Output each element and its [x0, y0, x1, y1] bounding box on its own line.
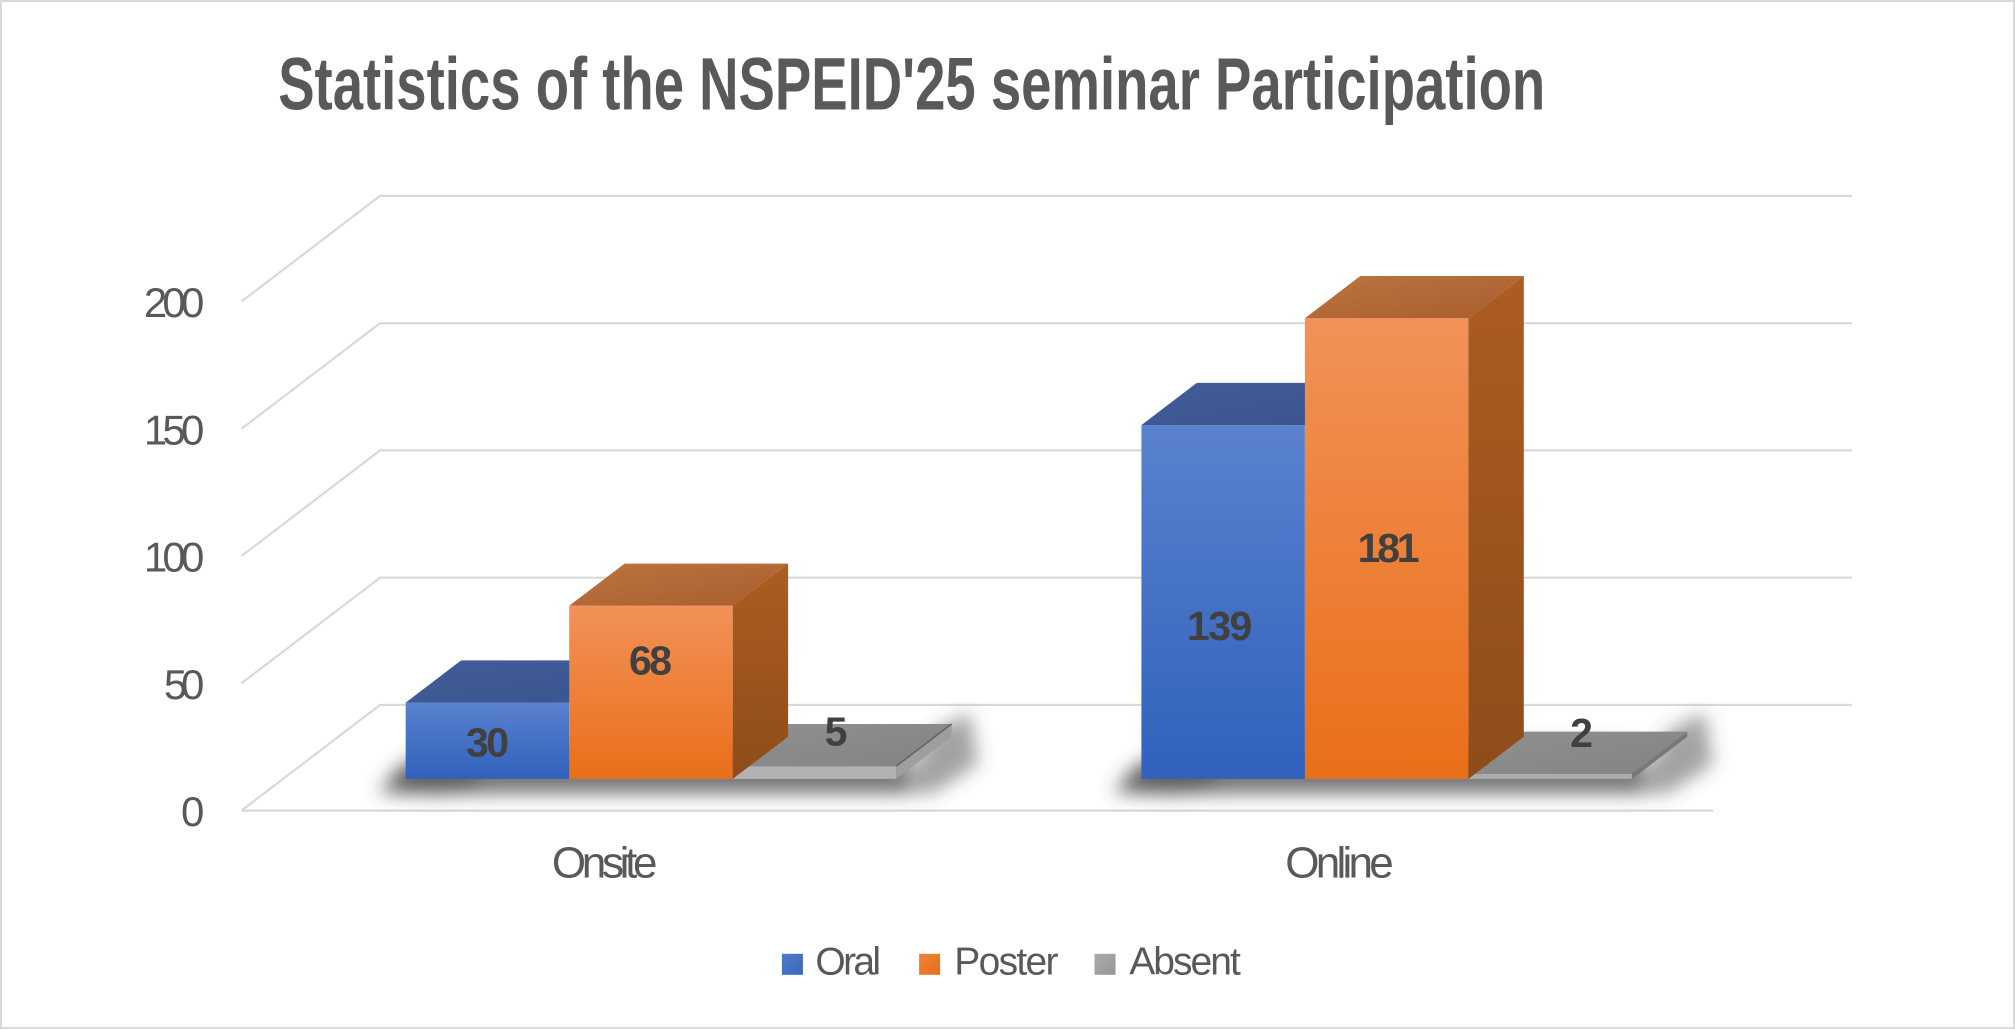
svg-text:Statistics of the NSPEID'25 se: Statistics of the NSPEID'25 seminar Part… — [278, 43, 1545, 126]
svg-text:2: 2 — [1570, 710, 1593, 756]
svg-text:50: 50 — [164, 661, 204, 708]
svg-text:200: 200 — [144, 279, 204, 326]
svg-text:68: 68 — [629, 638, 672, 684]
svg-text:0: 0 — [181, 788, 204, 835]
svg-text:Onsite: Onsite — [552, 839, 658, 888]
svg-text:150: 150 — [144, 406, 204, 453]
svg-text:100: 100 — [144, 534, 204, 581]
svg-text:Poster: Poster — [954, 941, 1058, 984]
svg-text:Absent: Absent — [1129, 941, 1241, 984]
svg-text:181: 181 — [1358, 525, 1420, 571]
svg-text:139: 139 — [1187, 603, 1253, 649]
svg-text:5: 5 — [825, 708, 848, 754]
svg-text:30: 30 — [466, 719, 509, 765]
svg-text:Oral: Oral — [815, 941, 881, 984]
svg-text:Online: Online — [1285, 839, 1393, 888]
